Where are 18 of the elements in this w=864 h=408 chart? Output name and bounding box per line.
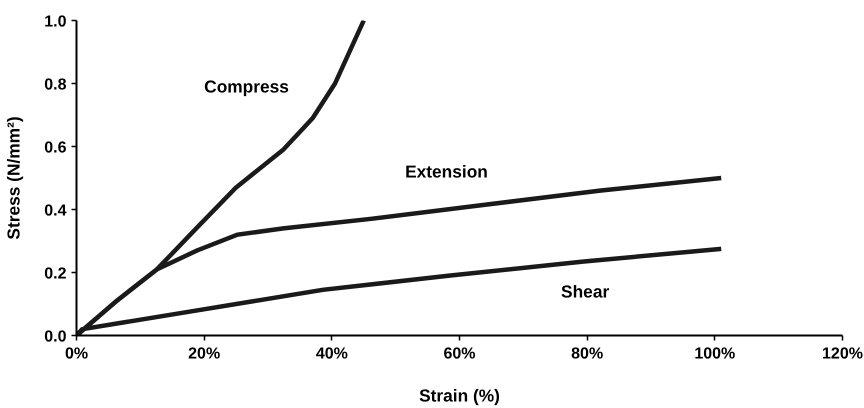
x-tick-label: 0% [64,346,88,362]
y-tick-label: 0.0 [44,328,67,346]
y-tick-label: 0.6 [44,140,67,156]
y-tick-label: 1.0 [44,14,67,30]
y-tick-label: 0.2 [44,266,67,282]
x-tick-label: 80% [571,346,604,362]
x-tick-label: 120% [822,346,863,362]
x-axis-title: Strain (%) [419,386,500,406]
y-tick-label: 0.8 [44,76,67,94]
x-tick-label: 40% [316,346,348,362]
x-tick-label: 20% [188,346,220,362]
series-label: Compress [204,76,289,97]
series-label: Extension [405,162,488,182]
series-label: Shear [561,281,610,302]
x-tick-label: 100% [694,346,736,362]
x-tick-label: 60% [443,346,476,362]
y-axis-title: Stress (N/mm²) [3,116,24,240]
y-tick-label: 0.4 [44,202,67,220]
